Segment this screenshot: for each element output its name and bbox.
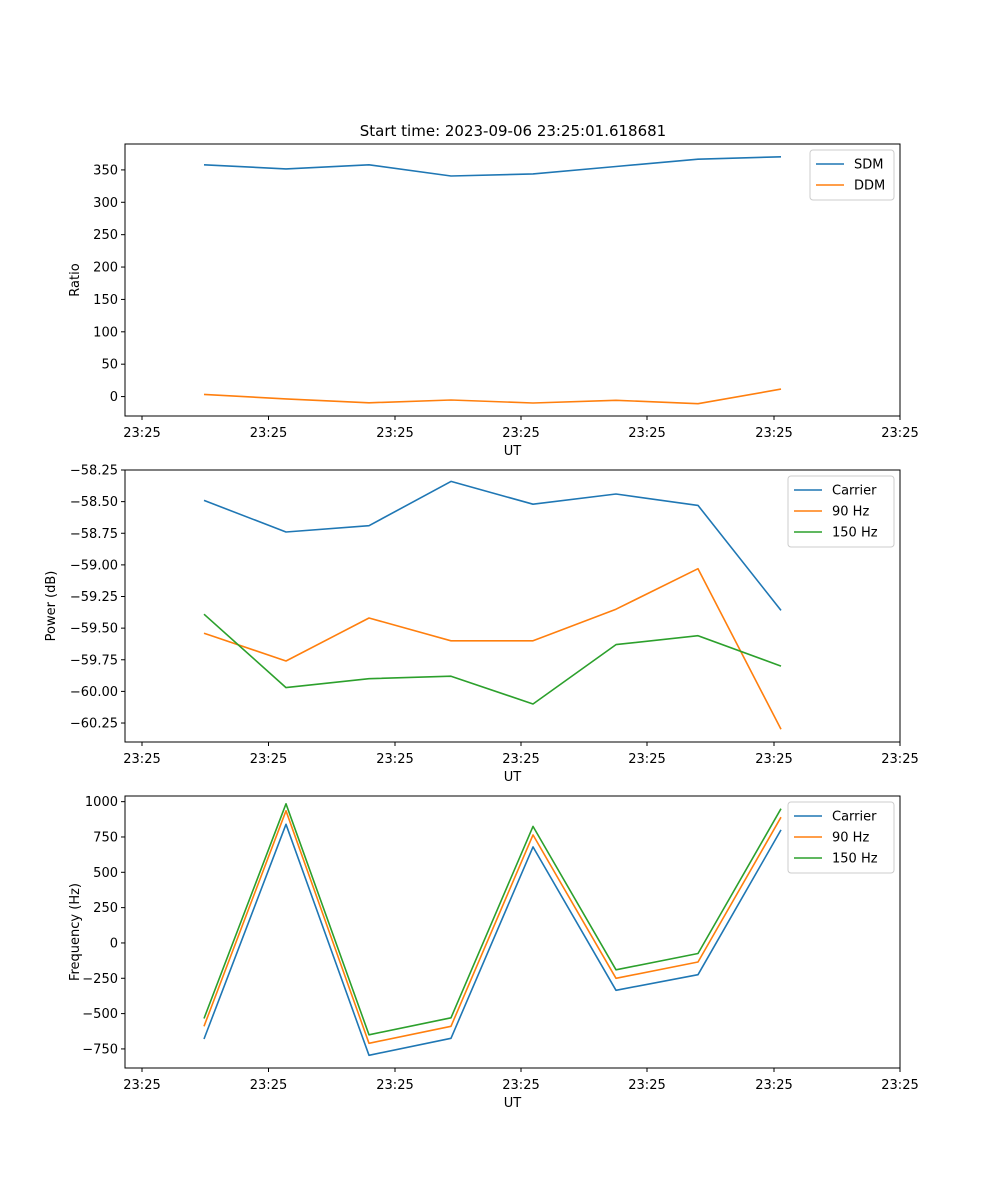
x-tick-label: 23:25: [628, 426, 665, 441]
x-tick-label: 23:25: [502, 1078, 539, 1093]
y-tick-label: 100: [93, 325, 118, 340]
y-tick-label: 150: [93, 293, 118, 308]
y-tick-label: −500: [82, 1007, 118, 1022]
legend-box: [787, 475, 895, 548]
legend-label: 150 Hz: [832, 852, 878, 867]
series-line-90-hz: [203, 809, 782, 1045]
legend-label: 90 Hz: [832, 831, 869, 846]
axes-frame: [124, 469, 901, 743]
axes-frame: [124, 795, 901, 1069]
y-tick-label: −59.75: [70, 653, 118, 668]
legend-box: [787, 801, 895, 874]
x-tick-label: 23:25: [502, 752, 539, 767]
y-tick-label: −58.50: [70, 495, 118, 510]
y-tick-label: −60.00: [70, 685, 118, 700]
y-tick-label: 750: [93, 830, 118, 845]
y-axis-label: Power (dB): [44, 571, 59, 642]
y-tick-label: −60.25: [70, 717, 118, 732]
y-tick-label: 0: [110, 390, 118, 405]
y-tick-label: −59.00: [70, 558, 118, 573]
legend: Carrier 90 Hz 150 Hz: [787, 801, 895, 874]
x-tick-label: 23:25: [881, 1078, 918, 1093]
legend-label: Carrier: [832, 810, 877, 825]
x-tick-label: 23:25: [123, 1078, 160, 1093]
x-tick-label: 23:25: [250, 426, 287, 441]
y-axis-label: Frequency (Hz): [68, 883, 83, 981]
y-tick-label: 1000: [85, 795, 118, 810]
legend-label: 150 Hz: [832, 526, 878, 541]
x-tick-label: 23:25: [755, 426, 792, 441]
x-tick-label: 23:25: [628, 752, 665, 767]
panel-2: −60.25 −60.00 −59.75 −59.50 −59.25 −59.00 −58.…: [44, 464, 919, 786]
y-tick-label: 0: [110, 936, 118, 951]
series-line-150-hz: [203, 802, 782, 1036]
x-axis-label: UT: [504, 444, 522, 459]
legend-label: SDM: [854, 158, 883, 173]
legend-box: [809, 149, 895, 201]
x-tick-label: 23:25: [376, 426, 413, 441]
y-tick-label: −59.25: [70, 590, 118, 605]
x-tick-label: 23:25: [123, 426, 160, 441]
series-line-carrier: [203, 823, 782, 1057]
legend-label: Carrier: [832, 484, 877, 499]
axes-frame: [124, 143, 901, 417]
y-tick-label: −58.75: [70, 527, 118, 542]
series-line-ddm: [203, 388, 782, 405]
x-tick-label: 23:25: [628, 1078, 665, 1093]
panels: 0 50 100 150 200 250 300 350 23:25 23:25 23:25 23:2…: [44, 143, 919, 1111]
legend-label: DDM: [854, 179, 885, 194]
x-tick-label: 23:25: [755, 1078, 792, 1093]
y-tick-label: 250: [93, 228, 118, 243]
y-tick-label: 250: [93, 901, 118, 916]
y-tick-label: −58.25: [70, 464, 118, 479]
legend-label: 90 Hz: [832, 505, 869, 520]
x-tick-label: 23:25: [250, 1078, 287, 1093]
y-axis-label: Ratio: [68, 263, 83, 296]
figure-title: Start time: 2023-09-06 23:25:01.618681: [360, 122, 666, 140]
legend: SDM DDM: [809, 149, 895, 201]
legend: Carrier 90 Hz 150 Hz: [787, 475, 895, 548]
panel-3: −750 −500 −250 0 250 500 750 1000 23:25 23:25 23:2…: [68, 795, 919, 1111]
panel-1: 0 50 100 150 200 250 300 350 23:25 23:25 23:25 23:2…: [68, 143, 919, 459]
x-tick-label: 23:25: [881, 426, 918, 441]
y-tick-label: 300: [93, 196, 118, 211]
y-tick-label: 50: [101, 358, 118, 373]
series-line-sdm: [203, 156, 782, 177]
y-tick-label: −59.50: [70, 622, 118, 637]
x-tick-label: 23:25: [376, 1078, 413, 1093]
y-tick-label: 500: [93, 866, 118, 881]
x-tick-label: 23:25: [123, 752, 160, 767]
x-tick-label: 23:25: [881, 752, 918, 767]
x-axis-label: UT: [504, 770, 522, 785]
x-tick-label: 23:25: [376, 752, 413, 767]
y-tick-label: 200: [93, 261, 118, 276]
x-tick-label: 23:25: [250, 752, 287, 767]
x-axis-label: UT: [504, 1096, 522, 1111]
series-line-90-hz: [203, 567, 782, 730]
y-tick-label: −750: [82, 1042, 118, 1057]
series-line-150-hz: [203, 613, 782, 705]
x-tick-label: 23:25: [502, 426, 539, 441]
y-tick-label: −250: [82, 972, 118, 987]
x-tick-label: 23:25: [755, 752, 792, 767]
y-tick-label: 350: [93, 163, 118, 178]
series-line-carrier: [203, 480, 782, 611]
